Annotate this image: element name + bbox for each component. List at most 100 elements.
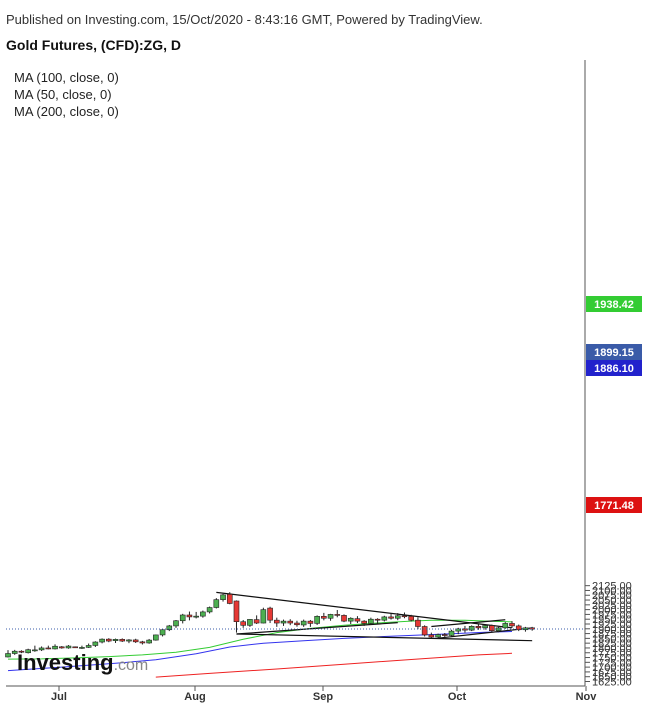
candle bbox=[489, 624, 495, 632]
candle bbox=[72, 646, 78, 649]
candle bbox=[428, 632, 435, 639]
legend-ma100[interactable]: MA (100, close, 0) bbox=[14, 70, 119, 85]
candle bbox=[226, 592, 233, 605]
price-badge-label: 1886.10 bbox=[594, 363, 634, 375]
instrument-title[interactable]: Gold Futures, (CFD):ZG, D bbox=[6, 37, 181, 53]
x-tick-label: Aug bbox=[184, 691, 205, 703]
candle bbox=[455, 627, 462, 635]
y-tick-label: 1750.00 bbox=[592, 653, 632, 665]
legend-ma50[interactable]: MA (50, close, 0) bbox=[14, 87, 112, 102]
candle bbox=[5, 650, 11, 658]
legend-ma200[interactable]: MA (200, close, 0) bbox=[14, 104, 119, 119]
price-badge-label: 1771.48 bbox=[594, 500, 634, 512]
y-tick-label: 1925.00 bbox=[592, 619, 632, 631]
candle bbox=[421, 625, 428, 637]
published-note: Published on Investing.com, 15/Oct/2020 … bbox=[6, 12, 483, 27]
y-tick-label: 1850.00 bbox=[592, 633, 632, 645]
candle bbox=[193, 611, 199, 619]
candle bbox=[99, 638, 105, 644]
y-tick-label: 2000.00 bbox=[592, 605, 632, 617]
candle bbox=[112, 638, 119, 643]
candle bbox=[482, 624, 488, 630]
indicator-legend: MA (100, close, 0) MA (50, close, 0) MA … bbox=[14, 70, 119, 119]
candle bbox=[179, 613, 186, 624]
candle bbox=[213, 598, 220, 609]
candle bbox=[240, 619, 246, 628]
candle bbox=[18, 650, 25, 654]
candle bbox=[119, 638, 126, 643]
candle bbox=[260, 607, 267, 624]
candle bbox=[11, 649, 18, 655]
candle bbox=[287, 619, 294, 626]
y-tick-label: 2025.00 bbox=[592, 600, 632, 612]
candle bbox=[139, 640, 146, 645]
candle bbox=[307, 619, 314, 627]
candle bbox=[401, 612, 408, 619]
candles bbox=[5, 592, 535, 658]
candle bbox=[173, 619, 179, 628]
y-tick-label: 2050.00 bbox=[592, 595, 632, 607]
candle bbox=[327, 613, 334, 621]
x-tick-label: Oct bbox=[448, 691, 467, 703]
candle bbox=[502, 622, 509, 629]
candle bbox=[408, 614, 415, 622]
y-tick-label: 1800.00 bbox=[592, 643, 632, 655]
candle bbox=[106, 638, 112, 643]
candle bbox=[253, 615, 260, 624]
y-tick-label: 1625.00 bbox=[592, 677, 632, 689]
candle bbox=[220, 593, 226, 602]
moving-averages bbox=[7, 619, 513, 678]
y-tick-label: 2100.00 bbox=[592, 585, 632, 597]
candle bbox=[233, 600, 240, 633]
logo-brand: Investing bbox=[17, 650, 114, 675]
price-badges: 1938.42 1899.15 1886.10 1771.48 bbox=[586, 296, 642, 513]
candle bbox=[374, 618, 381, 624]
candle bbox=[79, 645, 85, 649]
price-badge: 1886.10 bbox=[586, 360, 642, 376]
candle bbox=[146, 638, 152, 644]
candle bbox=[509, 621, 515, 628]
logo-suffix: .com bbox=[114, 657, 149, 674]
candle bbox=[435, 633, 441, 639]
ma200-line bbox=[155, 652, 513, 678]
y-tick-label: 1825.00 bbox=[592, 638, 632, 650]
candle bbox=[65, 645, 72, 649]
y-tick-label: 1875.00 bbox=[592, 629, 632, 641]
candle bbox=[25, 648, 31, 654]
candle bbox=[314, 615, 320, 625]
y-tick-label: 1700.00 bbox=[592, 662, 632, 674]
svg-text:Investing.com: Investing.com bbox=[17, 650, 148, 675]
candle bbox=[206, 606, 213, 614]
x-tick-label: Nov bbox=[576, 691, 598, 703]
y-tick-label: 1900.00 bbox=[592, 624, 632, 636]
trendline-flag-top bbox=[431, 619, 506, 628]
price-badge: 1899.15 bbox=[586, 344, 642, 360]
candle bbox=[394, 613, 401, 621]
candle bbox=[462, 625, 468, 633]
y-tick-labels: 1625.001650.001675.001700.001725.001750.… bbox=[585, 581, 632, 689]
ma50-line bbox=[7, 619, 513, 660]
investing-logo: Investing.com bbox=[17, 650, 148, 675]
candle bbox=[132, 638, 139, 643]
candle bbox=[280, 619, 287, 626]
candle bbox=[300, 619, 307, 627]
candle bbox=[45, 645, 52, 650]
candle bbox=[381, 615, 388, 622]
candle bbox=[354, 616, 361, 624]
candle bbox=[85, 643, 92, 648]
chart-header: Published on Investing.com, 15/Oct/2020 … bbox=[0, 0, 650, 60]
candle bbox=[294, 620, 300, 627]
axes bbox=[6, 60, 586, 687]
trendline-wedge-bottom bbox=[236, 633, 533, 642]
candle bbox=[347, 617, 354, 624]
candle bbox=[273, 617, 280, 627]
candle bbox=[368, 617, 374, 625]
y-tick-label: 2075.00 bbox=[592, 590, 632, 602]
candle bbox=[334, 610, 341, 618]
candle bbox=[52, 644, 58, 650]
y-tick-label: 1775.00 bbox=[592, 648, 632, 660]
candle bbox=[341, 614, 347, 623]
candle bbox=[126, 639, 132, 644]
trendline-wedge-top bbox=[216, 591, 513, 629]
